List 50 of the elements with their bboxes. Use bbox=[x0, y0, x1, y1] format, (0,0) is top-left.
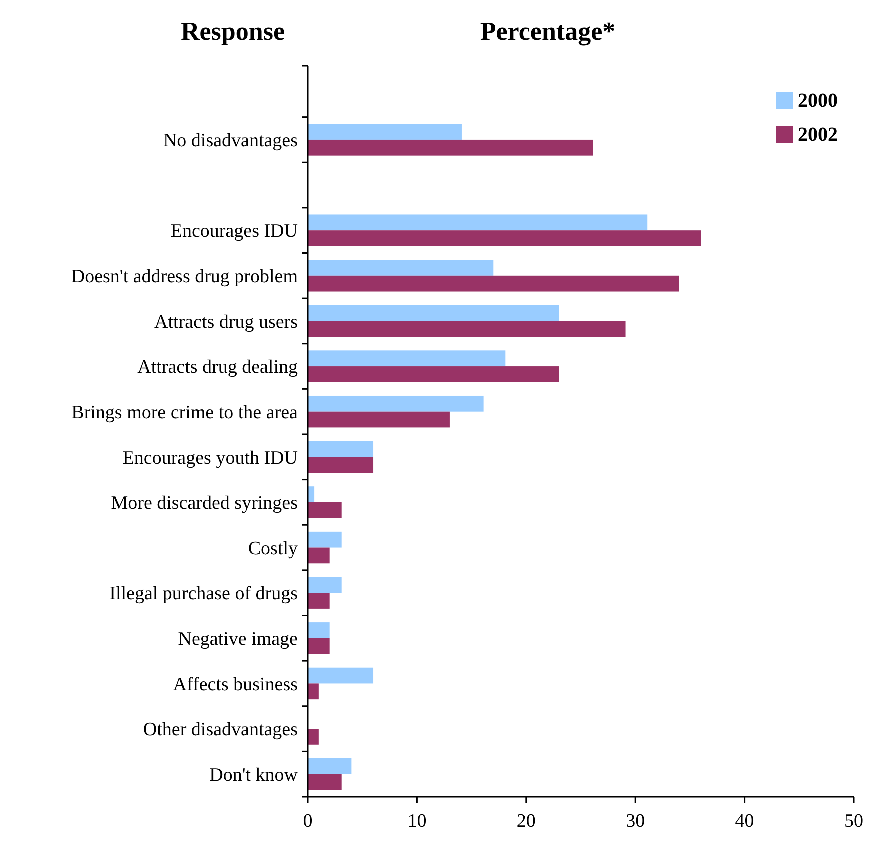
y-tick-label: Negative image bbox=[178, 629, 298, 650]
bar bbox=[308, 140, 594, 156]
y-tick-label: Encourages IDU bbox=[170, 221, 298, 242]
bar bbox=[308, 321, 626, 338]
bar bbox=[308, 366, 560, 382]
x-axis-title: Percentage* bbox=[480, 17, 616, 46]
bar bbox=[308, 774, 342, 790]
bar bbox=[308, 622, 330, 638]
bar bbox=[308, 532, 342, 548]
x-tick-label: 30 bbox=[626, 811, 646, 832]
y-tick-label: Don't know bbox=[210, 764, 298, 786]
bar bbox=[308, 548, 330, 564]
bar bbox=[308, 577, 342, 594]
x-tick-label: 50 bbox=[844, 811, 864, 832]
bar bbox=[308, 758, 352, 774]
bar bbox=[308, 729, 319, 745]
y-tick-label: Doesn't address drug problem bbox=[71, 266, 298, 288]
y-tick-label: Affects business bbox=[173, 674, 298, 696]
x-tick-label: 10 bbox=[408, 811, 427, 832]
bar bbox=[308, 276, 680, 292]
bar bbox=[308, 350, 506, 367]
y-tick-label: Other disadvantages bbox=[143, 720, 298, 741]
bar bbox=[308, 396, 484, 412]
legend-label: 2002 bbox=[798, 124, 838, 146]
y-tick-label: Brings more crime to the area bbox=[72, 402, 299, 424]
y-tick-label: Costly bbox=[248, 538, 298, 560]
bar bbox=[308, 638, 330, 654]
x-tick-label: 0 bbox=[303, 811, 313, 832]
bar bbox=[308, 593, 330, 609]
y-tick-label: Attracts drug users bbox=[154, 312, 298, 333]
bar bbox=[308, 502, 342, 518]
y-tick-label: Attracts drug dealing bbox=[138, 357, 298, 378]
legend-label: 2000 bbox=[798, 90, 838, 112]
bar bbox=[308, 230, 702, 246]
bar bbox=[308, 668, 374, 684]
bar bbox=[308, 124, 462, 140]
x-tick-label: 20 bbox=[516, 811, 536, 832]
bar bbox=[308, 412, 450, 428]
bar bbox=[308, 260, 494, 276]
bar bbox=[308, 305, 560, 322]
x-tick-label: 40 bbox=[735, 811, 754, 832]
y-tick-label: Encourages youth IDU bbox=[122, 448, 298, 469]
y-tick-label: No disadvantages bbox=[163, 130, 298, 152]
bar bbox=[308, 214, 648, 231]
bar bbox=[308, 441, 374, 458]
y-axis-title: Response bbox=[180, 17, 286, 46]
bar bbox=[308, 684, 319, 700]
y-tick-label: Illegal purchase of drugs bbox=[110, 584, 298, 605]
y-tick-label: More discarded syringes bbox=[111, 493, 298, 514]
bar bbox=[308, 457, 374, 474]
